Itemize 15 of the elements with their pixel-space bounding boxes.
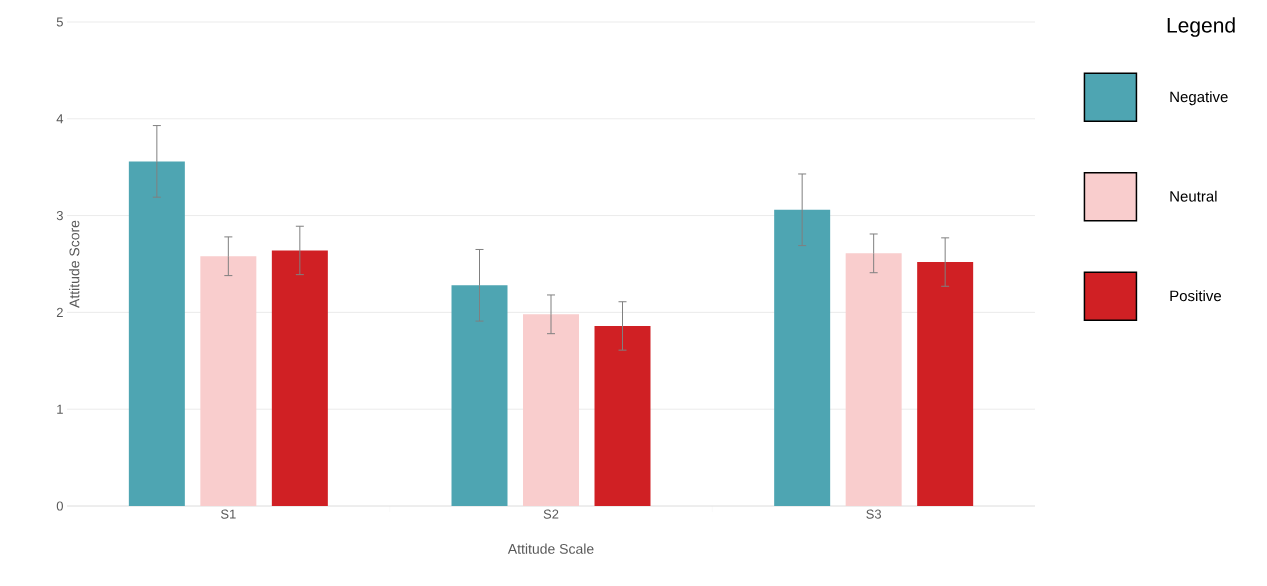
y-tick-label: 1 bbox=[57, 404, 63, 414]
x-tick-label: S1 bbox=[220, 509, 236, 519]
x-tick-label: S2 bbox=[543, 509, 559, 519]
text: Positive bbox=[1170, 290, 1222, 302]
y-tick-label: 0 bbox=[56, 501, 63, 511]
y-tick-label: 4 bbox=[56, 114, 64, 124]
legend-title: Legend bbox=[1167, 17, 1235, 37]
text: Neutral bbox=[1170, 190, 1217, 202]
x-axis-title: Attitude Scale bbox=[507, 543, 594, 554]
y-tick-label: 3 bbox=[56, 210, 63, 221]
y-tick-label: 2 bbox=[56, 307, 63, 317]
y-axis-title: Attitude Score bbox=[69, 220, 80, 308]
y-tick-label: 5 bbox=[56, 17, 63, 27]
text: Negative bbox=[1170, 91, 1228, 106]
x-tick-label: S3 bbox=[866, 509, 882, 519]
